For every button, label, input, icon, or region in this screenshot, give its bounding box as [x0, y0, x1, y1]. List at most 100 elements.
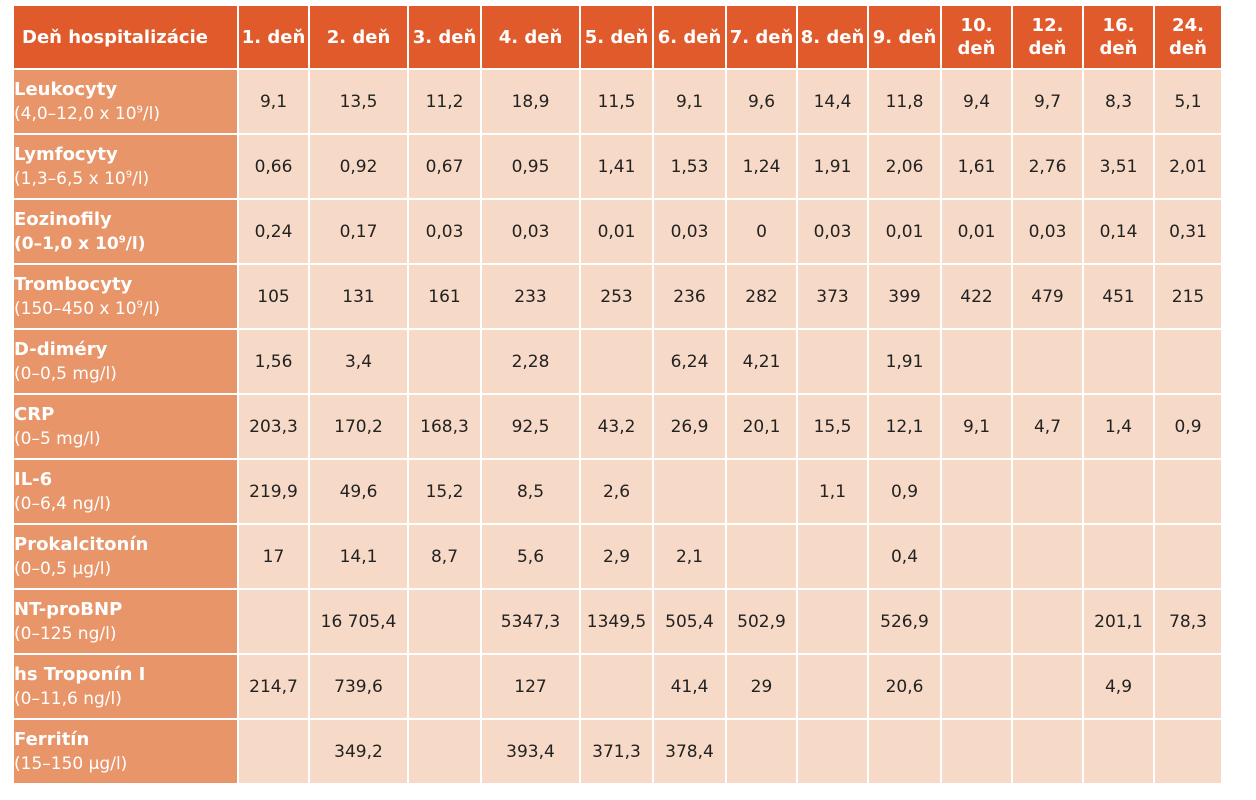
- value-cell: [1084, 460, 1153, 523]
- value-cell: 0,01: [869, 200, 940, 263]
- table-row: CRP (0–5 mg/l) 203,3 170,2 168,3 92,5 43,2 26,9…: [14, 395, 1221, 458]
- day-header: 1. deň: [239, 6, 308, 68]
- value-cell: [581, 330, 652, 393]
- value-cell: 451: [1084, 265, 1153, 328]
- value-cell: 9,1: [239, 70, 308, 133]
- value-cell: 1,53: [654, 135, 725, 198]
- value-cell: 214,7: [239, 655, 308, 718]
- value-cell: 0,92: [310, 135, 407, 198]
- reference-range: (0–0,5 mg/l): [14, 363, 117, 384]
- value-cell: 215: [1155, 265, 1221, 328]
- parameter-header: hs Troponín I (0–11,6 ng/l): [14, 655, 237, 718]
- value-cell: 15,5: [798, 395, 867, 458]
- value-cell: 1,4: [1084, 395, 1153, 458]
- day-header: 16. deň: [1084, 6, 1153, 68]
- value-cell: 0,03: [409, 200, 480, 263]
- parameter-name: Trombocyty: [14, 273, 133, 295]
- value-cell: [869, 720, 940, 783]
- value-cell: 371,3: [581, 720, 652, 783]
- value-cell: 233: [482, 265, 579, 328]
- value-cell: 0,01: [581, 200, 652, 263]
- value-cell: [1013, 720, 1082, 783]
- value-cell: 78,3: [1155, 590, 1221, 653]
- value-cell: 2,76: [1013, 135, 1082, 198]
- day-header: 7. deň: [727, 6, 796, 68]
- value-cell: [727, 525, 796, 588]
- value-cell: 9,6: [727, 70, 796, 133]
- value-cell: 105: [239, 265, 308, 328]
- table-body: Leukocyty (4,0–12,0 x 109/l) 9,1 13,5 11,2 18…: [14, 70, 1221, 783]
- parameter-name: Ferritín: [14, 728, 90, 750]
- value-cell: 2,1: [654, 525, 725, 588]
- value-cell: 0,14: [1084, 200, 1153, 263]
- table-row: D-diméry (0–0,5 mg/l) 1,56 3,4 2,28 6,24 4,21 1…: [14, 330, 1221, 393]
- reference-range: (0–0,5 µg/l): [14, 558, 112, 579]
- value-cell: [239, 590, 308, 653]
- parameter-header: IL-6 (0–6,4 ng/l): [14, 460, 237, 523]
- value-cell: 0,9: [869, 460, 940, 523]
- value-cell: 2,9: [581, 525, 652, 588]
- value-cell: [727, 720, 796, 783]
- value-cell: [239, 720, 308, 783]
- table-row: NT-proBNP (0–125 ng/l) 16 705,4 5347,3 1349,…: [14, 590, 1221, 653]
- reference-range: (0–6,4 ng/l): [14, 493, 112, 514]
- day-header: 4. deň: [482, 6, 579, 68]
- hospitalization-day-header: Deň hospitalizácie: [14, 6, 237, 68]
- value-cell: 393,4: [482, 720, 579, 783]
- value-cell: [1084, 525, 1153, 588]
- value-cell: 4,9: [1084, 655, 1153, 718]
- value-cell: 0,24: [239, 200, 308, 263]
- parameter-name: Leukocyty: [14, 78, 118, 100]
- parameter-name: Prokalcitonín: [14, 533, 149, 555]
- parameter-header: Leukocyty (4,0–12,0 x 109/l): [14, 70, 237, 133]
- header-row: Deň hospitalizácie 1. deň 2. deň 3. deň 4. …: [14, 6, 1221, 68]
- value-cell: [1084, 330, 1153, 393]
- table-row: hs Troponín I (0–11,6 ng/l) 214,7 739,6 127 4…: [14, 655, 1221, 718]
- parameter-header: D-diméry (0–0,5 mg/l): [14, 330, 237, 393]
- value-cell: [409, 330, 480, 393]
- value-cell: 3,4: [310, 330, 407, 393]
- table-row: Ferritín (15–150 µg/l) 349,2 393,4 371,3 378,…: [14, 720, 1221, 783]
- day-header: 6. deň: [654, 6, 725, 68]
- value-cell: 1,91: [869, 330, 940, 393]
- value-cell: 203,3: [239, 395, 308, 458]
- value-cell: 0,03: [1013, 200, 1082, 263]
- value-cell: [1013, 460, 1082, 523]
- value-cell: 4,21: [727, 330, 796, 393]
- value-cell: [1155, 655, 1221, 718]
- value-cell: 0,66: [239, 135, 308, 198]
- reference-range: (4,0–12,0 x 109/l): [14, 103, 160, 124]
- exponent: 9: [136, 103, 143, 115]
- value-cell: 0,95: [482, 135, 579, 198]
- value-cell: 0,03: [482, 200, 579, 263]
- reference-range: (1,3–6,5 x 109/l): [14, 168, 150, 189]
- value-cell: 14,4: [798, 70, 867, 133]
- parameter-name: IL-6: [14, 468, 53, 490]
- value-cell: 9,1: [942, 395, 1011, 458]
- value-cell: 26,9: [654, 395, 725, 458]
- value-cell: 1,61: [942, 135, 1011, 198]
- value-cell: 1,24: [727, 135, 796, 198]
- value-cell: 11,2: [409, 70, 480, 133]
- value-cell: [798, 525, 867, 588]
- value-cell: 0,4: [869, 525, 940, 588]
- value-cell: [1013, 525, 1082, 588]
- value-cell: 2,6: [581, 460, 652, 523]
- value-cell: [1013, 330, 1082, 393]
- value-cell: 9,1: [654, 70, 725, 133]
- value-cell: [409, 720, 480, 783]
- value-cell: 502,9: [727, 590, 796, 653]
- value-cell: [798, 330, 867, 393]
- value-cell: 422: [942, 265, 1011, 328]
- value-cell: [1155, 330, 1221, 393]
- value-cell: 219,9: [239, 460, 308, 523]
- value-cell: 201,1: [1084, 590, 1153, 653]
- parameter-header: Prokalcitonín (0–0,5 µg/l): [14, 525, 237, 588]
- value-cell: [409, 655, 480, 718]
- value-cell: 170,2: [310, 395, 407, 458]
- table-row: Eozinofily (0–1,0 x 109/l) 0,24 0,17 0,03 0,0…: [14, 200, 1221, 263]
- value-cell: 2,28: [482, 330, 579, 393]
- value-cell: 8,3: [1084, 70, 1153, 133]
- day-header: 9. deň: [869, 6, 940, 68]
- value-cell: 505,4: [654, 590, 725, 653]
